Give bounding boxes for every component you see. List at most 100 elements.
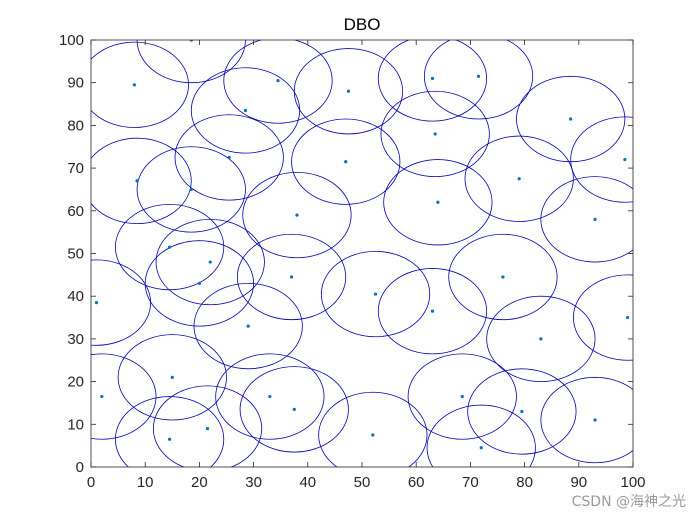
plot-area [91,40,633,467]
sensor-point [205,426,210,431]
coverage-circle [572,274,633,361]
sensor-point [135,179,139,183]
y-tick-label: 10 [67,416,84,433]
coverage-circle [377,40,488,122]
sensor-point [197,281,201,285]
sensor-point [346,89,351,93]
sensor-point [167,245,172,249]
sensor-point [189,187,193,192]
x-tick-label: 30 [245,474,262,491]
sensor-point [569,117,573,121]
watermark: CSDN @海神之光 [571,494,686,510]
x-tick-label: 70 [462,474,479,491]
x-tick-label: 50 [354,474,371,491]
coverage-circle [136,146,246,233]
coverage-circle [318,391,428,467]
y-tick-label: 70 [67,160,84,177]
sensor-point [292,407,296,411]
x-tick-label: 40 [299,474,316,491]
coverage-circle [570,116,633,203]
coverage-circle [426,404,536,467]
coverage-circle [448,233,558,321]
sensor-point [430,76,435,81]
sensor-points [94,40,630,450]
y-tick-label: 30 [67,331,84,348]
x-tick-label: 80 [516,474,533,491]
y-tick-label: 90 [67,75,84,92]
sensor-point [479,446,483,450]
coverage-circle [464,135,574,222]
x-tick-label: 90 [570,474,587,491]
coverage-circle [91,353,157,440]
chart-title: DBO [344,15,381,34]
sensor-point [371,433,375,437]
coverage-circle [91,137,192,224]
y-tick-label: 20 [67,374,84,391]
coverage-circle [91,41,189,128]
sensor-point [593,418,597,422]
sensor-point [373,292,378,296]
sensor-point [539,337,543,341]
sensor-point [520,409,524,414]
coverage-circle [115,396,225,467]
coverage-circle [91,259,152,346]
y-axis: 0 10 20 30 40 50 60 70 80 90 100 [59,32,633,476]
sensor-point [625,315,630,320]
sensor-point [436,200,440,204]
sensor-point [100,394,104,399]
coverage-circle [320,250,431,338]
y-tick-label: 40 [67,288,84,305]
coverage-circle [155,218,265,306]
sensor-point [94,301,99,305]
sensor-point [227,155,231,160]
coverage-circle [540,176,633,263]
sensor-point [460,394,464,399]
x-tick-label: 10 [137,474,154,491]
coverage-circle [486,295,596,382]
coverage-circle [380,90,490,178]
y-tick-label: 0 [76,459,84,476]
coverage-circle [190,67,301,154]
coverage-circle [193,282,303,370]
coverage-circle [136,40,246,84]
y-tick-label: 60 [67,203,84,220]
sensor-point [170,375,174,379]
coverage-circle [236,233,347,321]
coverage-circle [383,159,493,246]
coverage-circles [91,40,633,467]
sensor-point [623,157,627,162]
coverage-circle [152,385,263,467]
x-tick-label: 100 [620,474,645,491]
sensor-point [433,132,437,136]
sensor-point [243,108,248,113]
coverage-circle [215,353,325,440]
y-tick-label: 50 [67,246,84,263]
coverage-circle [174,114,284,201]
sensor-point [208,260,212,264]
sensor-point [430,309,435,313]
coverage-circle [423,40,534,120]
coverage-circle [407,353,517,440]
coverage-circle [223,40,333,124]
sensor-point [289,275,294,279]
sensor-point [132,83,136,87]
sensor-point [344,160,348,164]
sensor-point [593,217,597,221]
x-tick-label: 20 [191,474,208,491]
sensor-point [167,437,172,441]
sensor-point [268,394,272,399]
y-tick-label: 80 [67,117,84,134]
sensor-point [501,275,505,279]
coverage-circle [117,334,227,421]
y-tick-label: 100 [59,32,84,49]
sensor-point [246,324,250,328]
x-axis: 0 10 20 30 40 50 60 70 80 90 100 [87,40,646,491]
sensor-point [476,74,481,78]
sensor-point [517,177,521,181]
sensor-point [295,213,299,217]
coverage-circle [239,366,349,453]
coverage-circle [291,118,401,205]
coverage-circle [467,368,577,455]
sensor-point [276,78,280,83]
